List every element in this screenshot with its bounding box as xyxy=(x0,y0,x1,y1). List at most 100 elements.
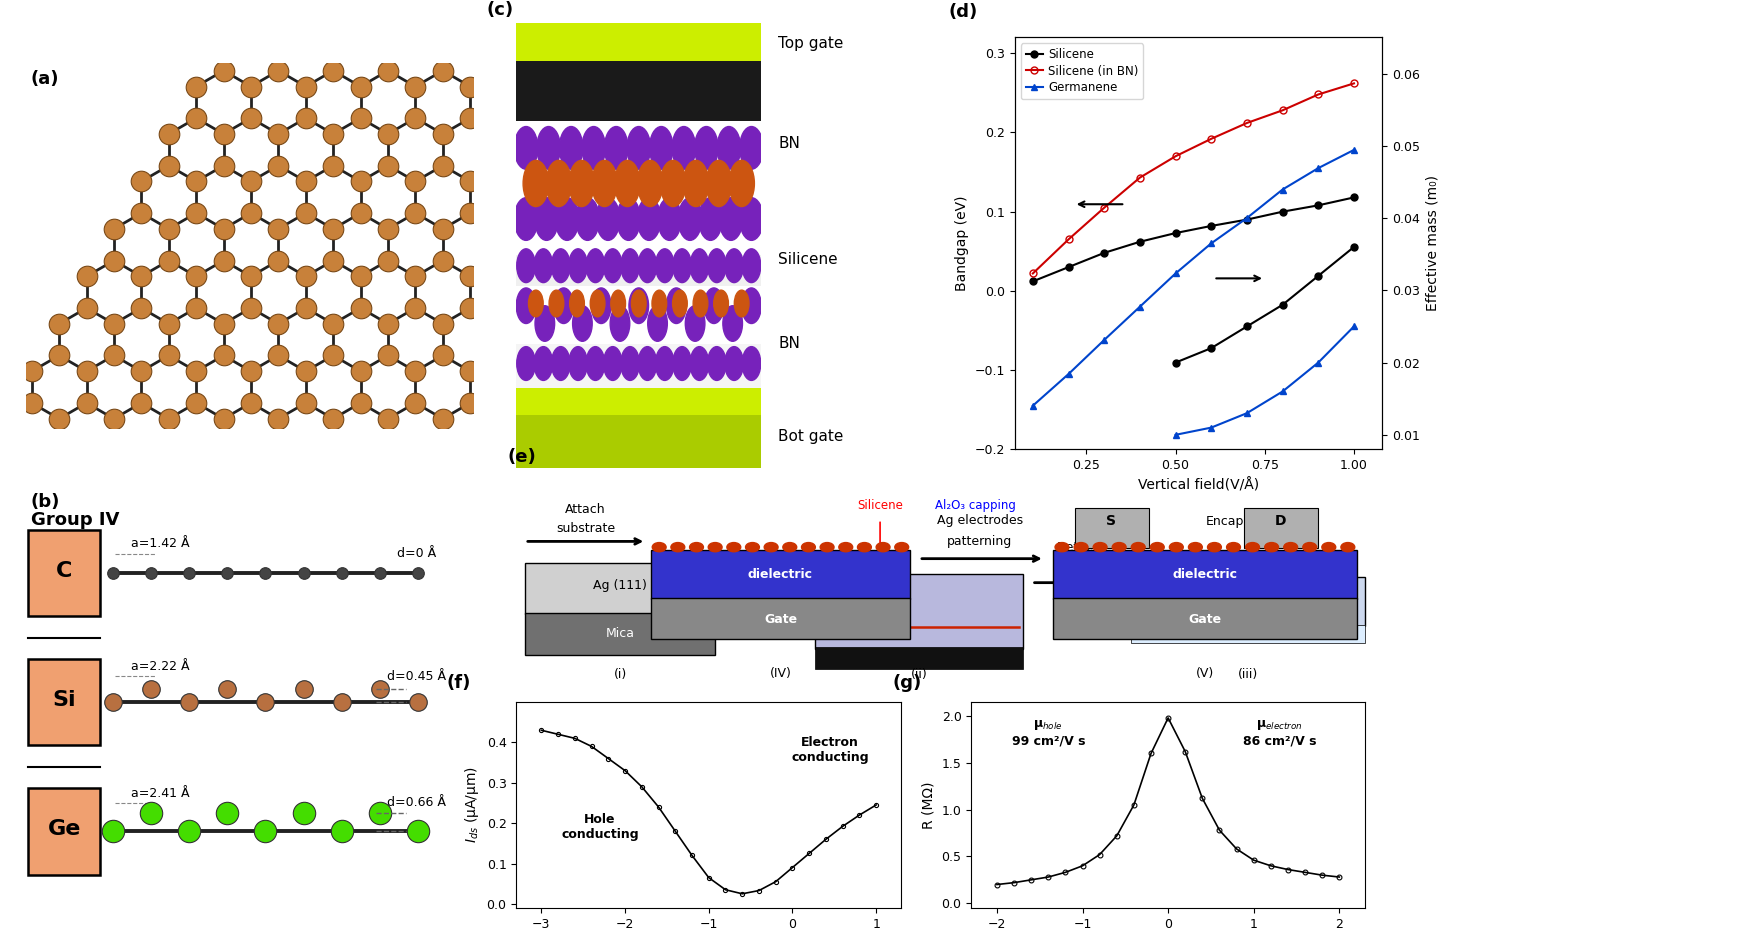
Circle shape xyxy=(649,126,674,169)
Silicene (in BN) xyxy=(1272,105,1293,116)
Point xyxy=(374,64,402,79)
Point xyxy=(292,269,320,284)
Point xyxy=(46,411,74,426)
Text: C: C xyxy=(56,561,72,580)
Point xyxy=(404,824,432,839)
Text: (f): (f) xyxy=(446,674,471,692)
Circle shape xyxy=(637,197,662,241)
Point xyxy=(292,79,320,94)
Point xyxy=(236,206,264,221)
Circle shape xyxy=(838,543,852,551)
Point xyxy=(182,364,210,379)
Circle shape xyxy=(570,290,584,316)
Point xyxy=(18,364,46,379)
Circle shape xyxy=(693,290,707,316)
Circle shape xyxy=(709,543,723,551)
Circle shape xyxy=(894,543,908,551)
Point xyxy=(401,110,429,125)
Point xyxy=(252,695,280,709)
Silicene (in BN) xyxy=(1237,117,1258,128)
Circle shape xyxy=(637,160,663,207)
Point xyxy=(429,316,457,331)
Point xyxy=(264,126,292,141)
Circle shape xyxy=(742,346,761,380)
Silicene xyxy=(1307,199,1328,211)
Circle shape xyxy=(660,160,686,207)
Circle shape xyxy=(742,288,761,324)
Circle shape xyxy=(695,126,717,169)
Text: Gate: Gate xyxy=(765,612,796,625)
Silicene xyxy=(1022,276,1043,287)
Circle shape xyxy=(611,306,630,342)
Text: D: D xyxy=(1274,514,1286,528)
Point xyxy=(401,395,429,410)
Point xyxy=(401,364,429,379)
Point xyxy=(72,395,100,410)
Circle shape xyxy=(569,249,588,283)
Point xyxy=(236,364,264,379)
Silicene xyxy=(1059,261,1080,272)
Point xyxy=(236,269,264,284)
Circle shape xyxy=(534,249,553,283)
Point xyxy=(457,364,485,379)
Circle shape xyxy=(670,543,684,551)
Line: Silicene (in BN): Silicene (in BN) xyxy=(1029,80,1358,277)
Point xyxy=(346,206,374,221)
Point xyxy=(154,348,182,363)
Text: substrate: substrate xyxy=(556,521,614,534)
Circle shape xyxy=(534,346,553,380)
Bar xyxy=(816,647,1024,669)
Circle shape xyxy=(648,306,667,342)
Circle shape xyxy=(572,306,592,342)
Circle shape xyxy=(592,160,618,207)
Circle shape xyxy=(626,126,651,169)
Circle shape xyxy=(782,543,796,551)
Point xyxy=(374,411,402,426)
Text: Top gate: Top gate xyxy=(779,36,844,51)
Y-axis label: R (MΩ): R (MΩ) xyxy=(922,782,936,828)
Point xyxy=(374,158,402,173)
Text: Hole
conducting: Hole conducting xyxy=(562,813,639,841)
Circle shape xyxy=(724,346,744,380)
Bar xyxy=(525,563,716,614)
Bar xyxy=(1130,624,1365,643)
Point xyxy=(236,174,264,189)
Point xyxy=(366,681,394,696)
Point xyxy=(404,695,432,709)
Silicene xyxy=(1272,206,1293,217)
Point xyxy=(154,158,182,173)
Circle shape xyxy=(604,126,628,169)
Point xyxy=(318,316,346,331)
Point xyxy=(128,206,156,221)
Point xyxy=(374,126,402,141)
Point xyxy=(210,253,238,268)
Circle shape xyxy=(718,126,740,169)
Circle shape xyxy=(553,288,574,324)
Point xyxy=(128,364,156,379)
Silicene (in BN) xyxy=(1094,202,1115,213)
Circle shape xyxy=(621,346,639,380)
Text: μ$_{electron}$
86 cm²/V s: μ$_{electron}$ 86 cm²/V s xyxy=(1242,719,1316,747)
Circle shape xyxy=(1188,543,1202,551)
Point xyxy=(318,158,346,173)
Germanene xyxy=(1022,400,1043,411)
Text: Deposition: Deposition xyxy=(732,552,798,565)
Germanene xyxy=(1272,183,1293,195)
Text: Ag (111): Ag (111) xyxy=(593,579,648,592)
Point xyxy=(401,174,429,189)
Text: (g): (g) xyxy=(892,674,922,692)
Circle shape xyxy=(707,249,726,283)
Bar xyxy=(516,388,761,415)
Point xyxy=(429,126,457,141)
Point xyxy=(210,222,238,237)
Text: a=2.41 Å: a=2.41 Å xyxy=(131,787,191,800)
Legend: Silicene, Silicene (in BN), Germanene: Silicene, Silicene (in BN), Germanene xyxy=(1020,43,1143,99)
Germanene xyxy=(1166,268,1186,279)
Point xyxy=(264,411,292,426)
Germanene xyxy=(1129,301,1150,313)
Point xyxy=(264,253,292,268)
Circle shape xyxy=(555,197,579,241)
Circle shape xyxy=(551,249,570,283)
Circle shape xyxy=(1302,543,1316,551)
Circle shape xyxy=(858,543,872,551)
